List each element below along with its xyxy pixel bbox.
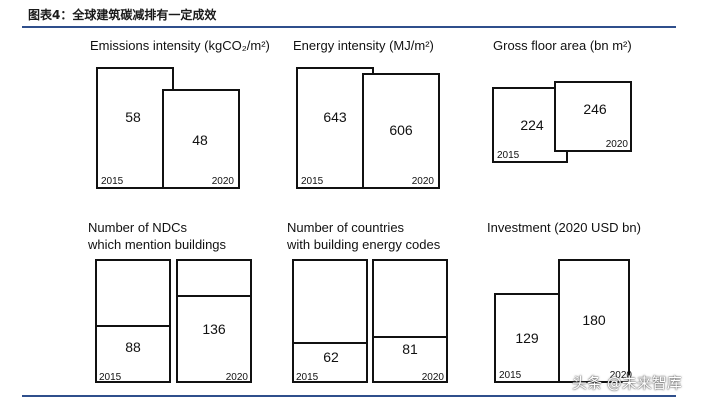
panel-5-year-2020: 2020	[422, 372, 445, 383]
panel-4-title-line: Number of NDCs	[88, 220, 187, 235]
panel-3-title: Gross floor area (bn m²)	[493, 38, 632, 53]
panel-4-box-2015	[95, 259, 171, 383]
panel-2-value-2020: 606	[389, 122, 413, 138]
top-rule	[22, 26, 676, 28]
panel-3-value-2015: 224	[520, 117, 544, 133]
panel-3-year-2020: 2020	[606, 139, 629, 150]
panel-4-year-2020: 2020	[226, 372, 249, 383]
panel-5-value-2015: 62	[323, 349, 339, 365]
panel-6-value-2020: 180	[582, 312, 606, 328]
panel-1-value-2020: 48	[192, 132, 208, 148]
panel-5-box-2015	[292, 259, 368, 383]
panel-5-title-line: Number of countries	[287, 220, 405, 235]
panel-6-box-2020	[558, 259, 630, 383]
panel-5-title: Number of countries with building energy …	[286, 220, 441, 252]
panel-4-title-line: which mention buildings	[87, 237, 227, 252]
panel-2-box-2020	[362, 73, 440, 189]
bottom-rule	[22, 395, 676, 397]
panel-1-title-line: Emissions intensity (kgCO₂/m²)	[90, 38, 270, 53]
panel-5-year-2015: 2015	[296, 372, 319, 383]
panel-2-title-line: Energy intensity (MJ/m²)	[293, 38, 434, 53]
panel-6-title-line: Investment (2020 USD bn)	[487, 220, 641, 235]
panel-1-title: Emissions intensity (kgCO₂/m²)	[90, 38, 270, 53]
panel-4-box-2020	[176, 259, 252, 383]
watermark: 头条 @未来智库	[572, 374, 682, 392]
panel-6-year-2015: 2015	[499, 370, 522, 381]
panel-4-value-2015: 88	[125, 339, 141, 355]
panel-2-year-2015: 2015	[301, 176, 324, 187]
panel-3-box-2020	[554, 81, 632, 152]
panel-2-box-2015	[296, 67, 374, 189]
panel-6-value-2015: 129	[515, 330, 539, 346]
panel-1-box-2020	[162, 89, 240, 189]
panel-5-title-line: with building energy codes	[286, 237, 441, 252]
panel-3-value-2020: 246	[583, 101, 607, 117]
panel-6-year-2020: 2020	[610, 370, 633, 381]
panel-6-title: Investment (2020 USD bn)	[487, 220, 641, 235]
panel-2-value-2015: 643	[323, 109, 347, 125]
panel-3-year-2015: 2015	[497, 150, 520, 161]
panel-5-value-2020: 81	[402, 341, 418, 357]
panel-5-box-2020	[372, 259, 448, 383]
panel-3-title-line: Gross floor area (bn m²)	[493, 38, 632, 53]
panel-2-title: Energy intensity (MJ/m²)	[293, 38, 434, 53]
panel-1-year-2020: 2020	[212, 176, 235, 187]
panel-4-value-2020: 136	[202, 321, 226, 337]
figure-caption: 图表4：全球建筑碳减排有一定成效	[28, 8, 217, 22]
panel-1-box-2015	[96, 67, 174, 189]
panel-2-year-2020: 2020	[412, 176, 435, 187]
panel-6-box-2015	[494, 293, 560, 383]
panel-4-year-2015: 2015	[99, 372, 122, 383]
panel-1-value-2015: 58	[125, 109, 141, 125]
panel-1-year-2015: 2015	[101, 176, 124, 187]
panel-4-title: Number of NDCs which mention buildings	[87, 220, 227, 252]
